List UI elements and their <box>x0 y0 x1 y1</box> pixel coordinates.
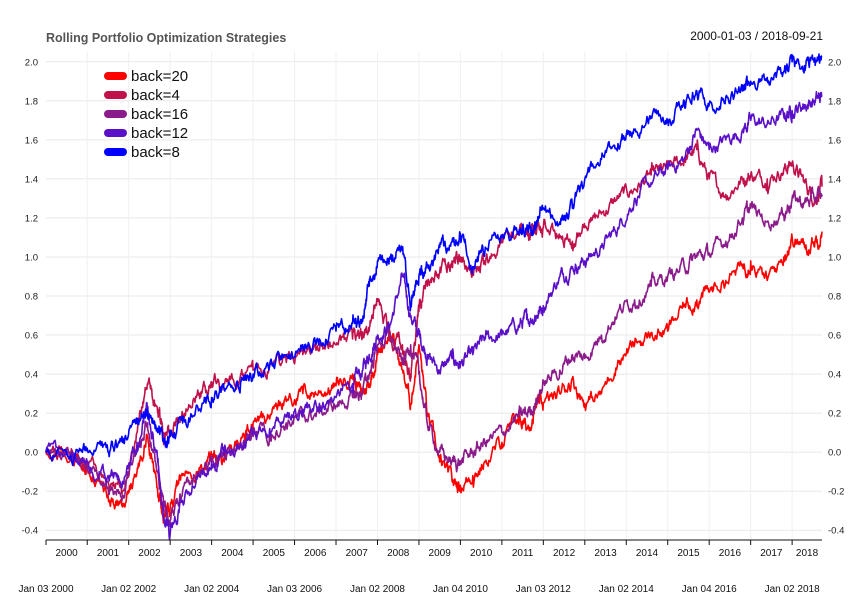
y-tick-label-left: 0.2 <box>25 409 38 420</box>
series-line-back-8 <box>45 53 823 467</box>
year-label: 2016 <box>719 548 742 559</box>
date-label: Jan 02 2008 <box>350 584 405 595</box>
y-tick-label-left: 0.4 <box>25 370 38 381</box>
chart-title: Rolling Portfolio Optimization Strategie… <box>46 31 286 45</box>
date-label: Jan 03 2000 <box>18 584 73 595</box>
y-tick-label-right: 1.8 <box>828 96 841 107</box>
year-label: 2018 <box>796 548 819 559</box>
year-label: 2013 <box>594 548 617 559</box>
year-label: 2012 <box>553 548 576 559</box>
y-tick-label-right: 1.4 <box>828 174 841 185</box>
y-tick-label-right: 2.0 <box>828 57 841 68</box>
series-line-back-16 <box>45 185 823 528</box>
y-tick-label-right: 0.0 <box>828 448 841 459</box>
y-tick-label-right: 1.6 <box>828 135 841 146</box>
y-tick-label-left: -0.4 <box>22 526 38 537</box>
legend-label: back=16 <box>131 106 188 123</box>
y-tick-label-left: 2.0 <box>25 57 38 68</box>
y-tick-label-right: 0.2 <box>828 409 841 420</box>
y-tick-label-right: 1.2 <box>828 213 841 224</box>
legend-label: back=8 <box>131 144 180 161</box>
legend-label: back=12 <box>131 125 188 142</box>
date-label: Jan 03 2012 <box>516 584 571 595</box>
date-label: Jan 02 2014 <box>599 584 654 595</box>
legend: back=20 back=4 back=16 back=12 back=8 <box>104 68 188 161</box>
date-label: Jan 02 2018 <box>765 584 820 595</box>
date-label: Jan 03 2006 <box>267 584 322 595</box>
year-label: 2006 <box>304 548 327 559</box>
year-label: 2004 <box>221 548 244 559</box>
series-line-back-12 <box>45 91 823 541</box>
year-label: 2017 <box>760 548 783 559</box>
y-tick-label-right: 1.0 <box>828 252 841 263</box>
date-label: Jan 04 2010 <box>433 584 488 595</box>
year-label: 2007 <box>346 548 369 559</box>
year-label: 2000 <box>55 548 78 559</box>
year-label: 2011 <box>512 548 534 559</box>
year-label: 2015 <box>677 548 700 559</box>
y-tick-label-right: 0.6 <box>828 331 841 342</box>
date-label: Jan 02 2004 <box>184 584 239 595</box>
series-lines <box>45 53 823 541</box>
date-range-label: 2000-01-03 / 2018-09-21 <box>690 29 823 43</box>
y-tick-label-left: 0.0 <box>25 448 38 459</box>
axes: -0.4 -0.4 -0.2 -0.2 0.0 0.0 0.2 0.2 0.4 0.4 0.6 0.6… <box>18 57 844 595</box>
year-label: 2009 <box>429 548 452 559</box>
y-tick-label-left: 1.4 <box>25 174 38 185</box>
year-label: 2008 <box>387 548 410 559</box>
legend-label: back=4 <box>131 87 180 104</box>
legend-label: back=20 <box>131 68 188 85</box>
date-label: Jan 02 2002 <box>101 584 156 595</box>
y-tick-label-left: 0.6 <box>25 331 38 342</box>
year-label: 2005 <box>263 548 286 559</box>
y-tick-label-left: 1.8 <box>25 96 38 107</box>
y-tick-label-right: -0.2 <box>828 487 844 498</box>
y-tick-label-left: 1.2 <box>25 213 38 224</box>
year-label: 2014 <box>636 548 659 559</box>
y-tick-label-left: 0.8 <box>25 292 38 303</box>
year-label: 2003 <box>180 548 203 559</box>
y-tick-label-left: 1.0 <box>25 252 38 263</box>
y-tick-label-left: -0.2 <box>22 487 38 498</box>
y-tick-label-left: 1.6 <box>25 135 38 146</box>
date-label: Jan 04 2016 <box>682 584 737 595</box>
y-tick-label-right: -0.4 <box>828 526 844 537</box>
series-line-back-20 <box>45 231 823 524</box>
year-label: 2010 <box>470 548 493 559</box>
y-tick-label-right: 0.8 <box>828 292 841 303</box>
year-label: 2002 <box>138 548 161 559</box>
y-tick-label-right: 0.4 <box>828 370 841 381</box>
year-label: 2001 <box>97 548 120 559</box>
